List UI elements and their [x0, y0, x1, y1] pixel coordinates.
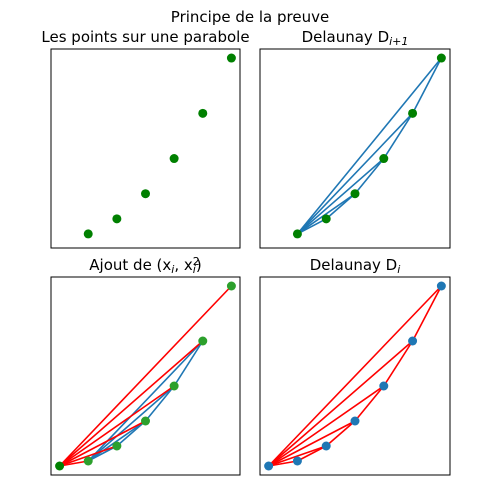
edge-line: [173, 340, 204, 387]
data-point: [83, 229, 93, 239]
subplot-title: Les points sur une parabole: [41, 28, 249, 46]
axes-frame: [50, 48, 241, 249]
subplot-1: Les points sur une parabole: [41, 28, 250, 249]
subplot-2: Delaunay Di+1: [259, 28, 451, 249]
data-point: [226, 281, 236, 291]
edge-line: [296, 57, 442, 235]
edge-line: [383, 340, 414, 387]
subplot-grid: Les points sur une parabole Delaunay Di+1…: [41, 28, 451, 476]
edge-line: [354, 385, 385, 422]
edge-line: [354, 158, 385, 195]
data-point: [198, 108, 208, 118]
data-point: [408, 336, 418, 346]
data-point: [112, 214, 122, 224]
figure-suptitle: Principe de la preuve: [171, 8, 329, 26]
edge-line: [296, 193, 356, 235]
data-point: [436, 53, 446, 63]
subplot-4: Delaunay Di: [259, 256, 451, 476]
edge-line: [411, 57, 443, 114]
data-point: [198, 336, 208, 346]
edge-line: [268, 420, 356, 467]
data-point: [379, 381, 389, 391]
data-point: [141, 189, 150, 199]
data-point: [141, 416, 150, 426]
subplot-title: Delaunay Di+1: [302, 28, 409, 48]
data-point: [55, 461, 65, 471]
edge-line: [59, 340, 204, 467]
edge-line: [296, 112, 414, 235]
edge-line: [268, 445, 327, 467]
data-point: [292, 456, 302, 466]
edge-line: [296, 157, 385, 235]
subplot-title: Ajout de (xi, x2 i): [89, 255, 201, 276]
edge-line: [144, 385, 175, 422]
edge-line: [411, 285, 443, 342]
edge-line: [59, 445, 118, 467]
edge-line: [268, 285, 442, 467]
data-point: [379, 154, 389, 164]
edge-line: [59, 385, 175, 467]
data-point: [321, 214, 331, 224]
data-point: [112, 441, 122, 451]
edge-line: [59, 420, 146, 467]
edge-line: [268, 385, 385, 467]
edge-line: [268, 340, 414, 467]
data-point: [264, 461, 274, 471]
edge-line: [325, 420, 356, 447]
data-point: [169, 381, 179, 391]
edge-line: [87, 385, 175, 462]
data-point: [321, 441, 331, 451]
data-point: [350, 416, 360, 426]
edge-line: [87, 420, 146, 462]
axes-frame: [259, 48, 451, 249]
data-point: [350, 189, 360, 199]
data-point: [226, 53, 236, 63]
edge-line: [59, 285, 232, 467]
subplot-title: Delaunay Di: [310, 256, 401, 276]
data-point: [408, 108, 418, 118]
data-point: [436, 281, 446, 291]
data-point: [292, 229, 302, 239]
data-point: [169, 154, 179, 164]
data-point: [83, 456, 93, 466]
subplot-3: Ajout de (xi, x2 i): [50, 255, 241, 476]
edge-line: [383, 112, 414, 159]
